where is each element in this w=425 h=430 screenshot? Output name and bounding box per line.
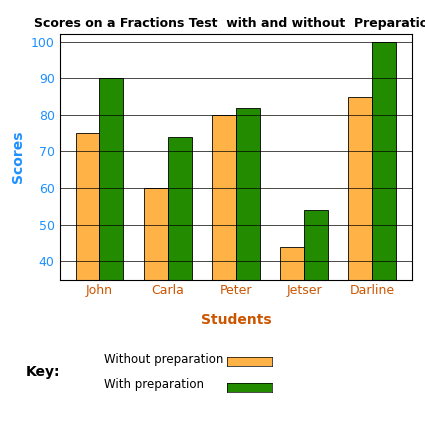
Bar [76,133,99,408]
Bar [144,188,167,408]
Bar [280,246,304,408]
Bar [304,210,328,408]
Bar [348,97,372,408]
Text: Key:: Key: [26,365,60,379]
Bar [236,108,260,408]
Bar [99,78,123,408]
Y-axis label: Scores: Scores [11,131,25,183]
Bar [167,137,192,408]
Text: With preparation: With preparation [104,378,204,391]
Text: Without preparation: Without preparation [104,353,224,366]
Title: Scores on a Fractions Test  with and without  Preparation: Scores on a Fractions Test with and with… [34,18,425,31]
Bar [372,42,396,408]
Bar [212,115,236,408]
Text: Students: Students [201,313,271,327]
